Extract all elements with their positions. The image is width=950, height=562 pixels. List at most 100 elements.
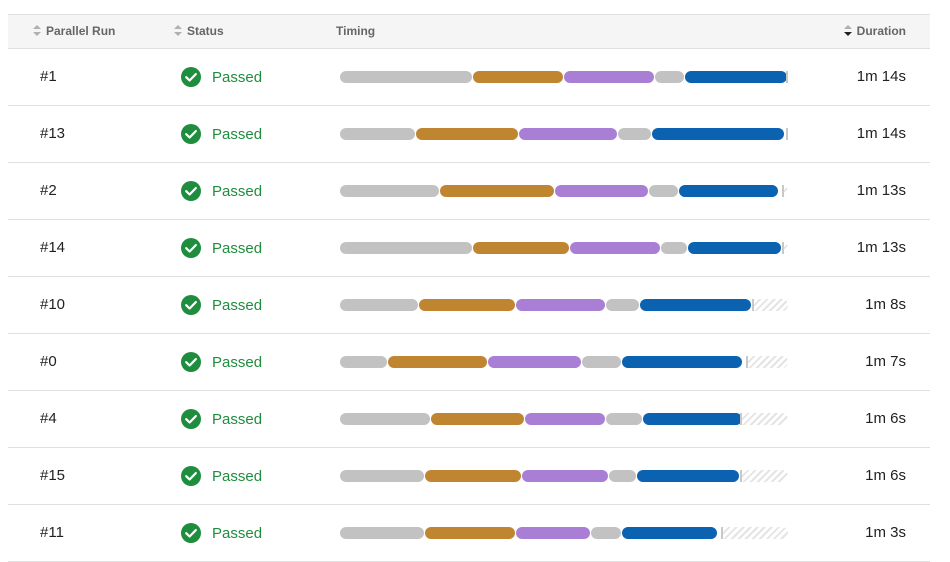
timing-segment-build[interactable] (570, 242, 660, 254)
table-row[interactable]: #0 Passed 1m 7s (8, 334, 930, 391)
timing-segment-wait[interactable] (606, 413, 642, 425)
timing-segment-wait[interactable] (582, 356, 621, 368)
timing-segment-wait[interactable] (591, 527, 621, 539)
parallel-run-id[interactable]: #13 (40, 125, 66, 142)
timing-segment-build[interactable] (488, 356, 582, 368)
status-badge[interactable]: Passed (181, 295, 262, 315)
table-row[interactable]: #2 Passed 1m 13s (8, 163, 930, 220)
timing-segment-build[interactable] (521, 470, 609, 482)
timing-bar[interactable] (340, 527, 788, 539)
status-badge[interactable]: Passed (181, 238, 262, 258)
timing-segment-test[interactable] (621, 527, 718, 539)
table-row[interactable]: #14 Passed 1m 13s (8, 220, 930, 277)
timing-segment-wait[interactable] (609, 470, 636, 482)
timing-segment-test[interactable] (685, 71, 787, 83)
timing-remaining (751, 299, 788, 311)
parallel-run-id[interactable]: #11 (40, 524, 64, 541)
status-badge[interactable]: Passed (181, 67, 262, 87)
timing-segment-setup[interactable] (418, 299, 515, 311)
status-label: Passed (212, 353, 263, 371)
duration-value: 1m 8s (865, 296, 906, 313)
timing-segment-queue[interactable] (340, 527, 424, 539)
timing-segment-wait[interactable] (660, 242, 688, 254)
timing-bar[interactable] (340, 470, 788, 482)
table-header: Parallel Run Status Timing Duration (8, 14, 930, 49)
table-row[interactable]: #11 Passed 1m 3s (8, 505, 930, 562)
timing-segment-queue[interactable] (340, 470, 424, 482)
status-badge[interactable]: Passed (181, 352, 262, 372)
timing-segment-setup[interactable] (424, 470, 521, 482)
timing-segment-build[interactable] (554, 185, 648, 197)
duration-header-label: Duration (856, 24, 906, 38)
timing-segment-queue[interactable] (340, 71, 473, 83)
status-badge[interactable]: Passed (181, 466, 262, 486)
timing-segment-setup[interactable] (473, 71, 563, 83)
sort-by-status-header[interactable]: Status (174, 15, 224, 48)
timing-segment-setup[interactable] (424, 527, 515, 539)
timing-bar[interactable] (340, 71, 788, 83)
status-label: Passed (212, 68, 263, 86)
timing-segment-test[interactable] (642, 413, 742, 425)
parallel-run-id[interactable]: #1 (40, 68, 57, 85)
duration-value: 1m 14s (856, 68, 906, 85)
timing-bar[interactable] (340, 299, 788, 311)
timing-end-marker (781, 242, 784, 254)
timing-segment-test[interactable] (621, 356, 742, 368)
status-badge[interactable]: Passed (181, 523, 262, 543)
table-row[interactable]: #10 Passed 1m 8s (8, 277, 930, 334)
timing-segment-test[interactable] (688, 242, 781, 254)
duration-value: 1m 13s (856, 182, 906, 199)
duration-value: 1m 6s (865, 467, 906, 484)
timing-bar[interactable] (340, 185, 788, 197)
timing-segment-build[interactable] (518, 128, 618, 140)
timing-segment-wait[interactable] (648, 185, 679, 197)
timing-end-marker (721, 527, 724, 539)
timing-segment-wait[interactable] (618, 128, 651, 140)
status-badge[interactable]: Passed (181, 409, 262, 429)
parallel-run-id[interactable]: #10 (40, 296, 66, 313)
table-row[interactable]: #1 Passed 1m 14s (8, 49, 930, 106)
timing-segment-test[interactable] (651, 128, 784, 140)
timing-segment-test[interactable] (679, 185, 778, 197)
timing-segment-wait[interactable] (654, 71, 685, 83)
sort-by-parallel-run-header[interactable]: Parallel Run (33, 15, 115, 48)
timing-segment-setup[interactable] (473, 242, 570, 254)
timing-bar[interactable] (340, 242, 788, 254)
timing-segment-queue[interactable] (340, 128, 415, 140)
timing-segment-setup[interactable] (430, 413, 524, 425)
status-badge[interactable]: Passed (181, 181, 262, 201)
parallel-runs-table: Parallel Run Status Timing Duration #1 Pa… (8, 14, 930, 562)
timing-segment-build[interactable] (515, 527, 591, 539)
timing-bar[interactable] (340, 356, 788, 368)
timing-segment-setup[interactable] (388, 356, 488, 368)
check-circle-icon (181, 466, 201, 486)
timing-bar[interactable] (340, 128, 788, 140)
timing-segment-queue[interactable] (340, 185, 439, 197)
parallel-run-id[interactable]: #4 (40, 410, 57, 427)
parallel-run-id[interactable]: #15 (40, 467, 66, 484)
status-header-label: Status (187, 24, 224, 38)
timing-segment-setup[interactable] (415, 128, 518, 140)
parallel-run-id[interactable]: #0 (40, 353, 57, 370)
sort-by-duration-header[interactable]: Duration (843, 15, 906, 48)
timing-segment-queue[interactable] (340, 413, 430, 425)
timing-segment-queue[interactable] (340, 242, 473, 254)
timing-segment-test[interactable] (636, 470, 739, 482)
timing-segment-build[interactable] (564, 71, 654, 83)
timing-segment-build[interactable] (515, 299, 606, 311)
status-badge[interactable]: Passed (181, 124, 262, 144)
timing-segment-setup[interactable] (439, 185, 554, 197)
check-circle-icon (181, 238, 201, 258)
parallel-run-id[interactable]: #2 (40, 182, 57, 199)
parallel-run-id[interactable]: #14 (40, 239, 66, 256)
timing-bar[interactable] (340, 413, 788, 425)
table-row[interactable]: #15 Passed 1m 6s (8, 448, 930, 505)
timing-segment-wait[interactable] (606, 299, 639, 311)
timing-segment-queue[interactable] (340, 356, 388, 368)
timing-segment-build[interactable] (524, 413, 606, 425)
table-row[interactable]: #13 Passed 1m 14s (8, 106, 930, 163)
table-row[interactable]: #4 Passed 1m 6s (8, 391, 930, 448)
timing-remaining (781, 242, 788, 254)
timing-segment-queue[interactable] (340, 299, 418, 311)
timing-segment-test[interactable] (639, 299, 751, 311)
